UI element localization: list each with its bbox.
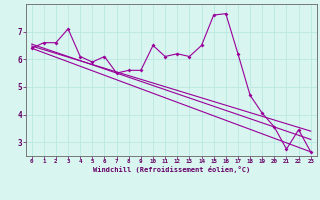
X-axis label: Windchill (Refroidissement éolien,°C): Windchill (Refroidissement éolien,°C) (92, 166, 250, 173)
